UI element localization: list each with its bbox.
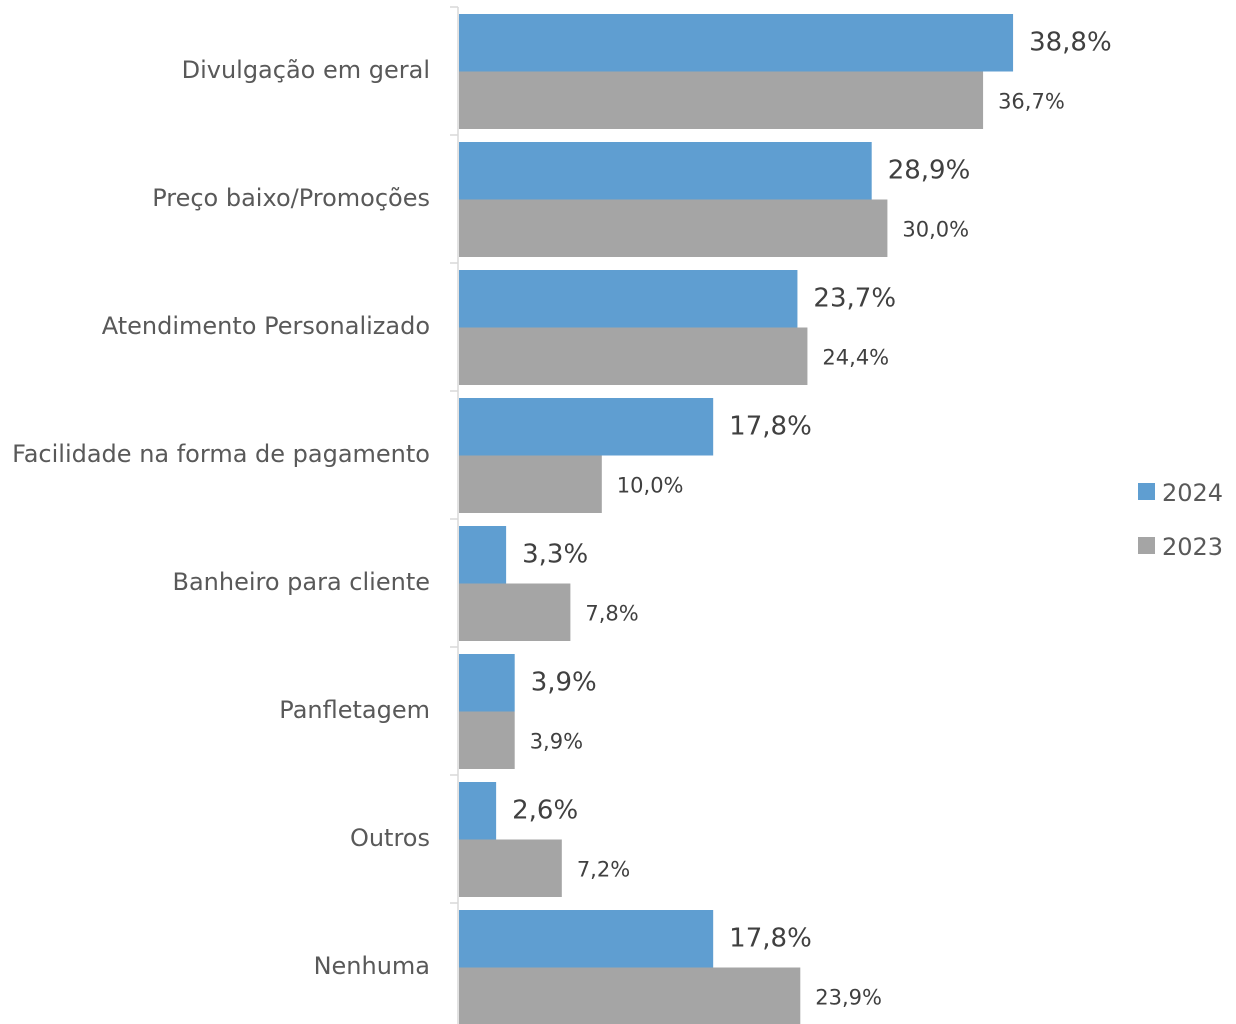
value-label: 7,8% (585, 601, 638, 625)
bar (459, 455, 602, 513)
value-label: 17,8% (729, 923, 812, 953)
category-label: Divulgação em geral (182, 56, 430, 84)
bar (459, 910, 714, 968)
value-label: 24,4% (822, 345, 889, 369)
category-label: Nenhuma (314, 952, 430, 980)
bar (459, 711, 515, 769)
legend-label: 2024 (1162, 479, 1223, 507)
value-label: 38,8% (1029, 27, 1112, 57)
legend-swatch (1138, 483, 1155, 500)
legend-swatch (1138, 537, 1155, 554)
value-label: 36,7% (998, 89, 1065, 113)
value-label: 30,0% (902, 217, 969, 241)
bar (459, 583, 571, 641)
bar (459, 270, 798, 328)
value-label: 3,9% (531, 667, 597, 697)
bar (459, 839, 562, 897)
value-label: 10,0% (617, 473, 684, 497)
bar (459, 398, 714, 456)
value-label: 2,6% (512, 795, 578, 825)
category-label: Banheiro para cliente (172, 568, 430, 596)
category-label: Atendimento Personalizado (102, 312, 430, 340)
bar (459, 526, 507, 584)
value-label: 23,7% (813, 283, 896, 313)
value-label: 3,3% (522, 539, 588, 569)
bar (459, 199, 888, 257)
category-label: Panfletagem (279, 696, 430, 724)
bar (459, 327, 808, 385)
bar (459, 967, 801, 1024)
category-label: Outros (350, 824, 430, 852)
value-label: 3,9% (530, 729, 583, 753)
value-label: 7,2% (577, 857, 630, 881)
category-label: Facilidade na forma de pagamento (12, 440, 430, 468)
bar (459, 14, 1014, 72)
bar (459, 142, 872, 200)
bar (459, 654, 515, 712)
bar (459, 782, 497, 840)
category-label: Preço baixo/Promoções (152, 184, 430, 212)
value-label: 28,9% (888, 155, 971, 185)
legend-label: 2023 (1162, 533, 1223, 561)
bar (459, 71, 984, 129)
value-label: 23,9% (815, 985, 882, 1009)
value-label: 17,8% (729, 411, 812, 441)
